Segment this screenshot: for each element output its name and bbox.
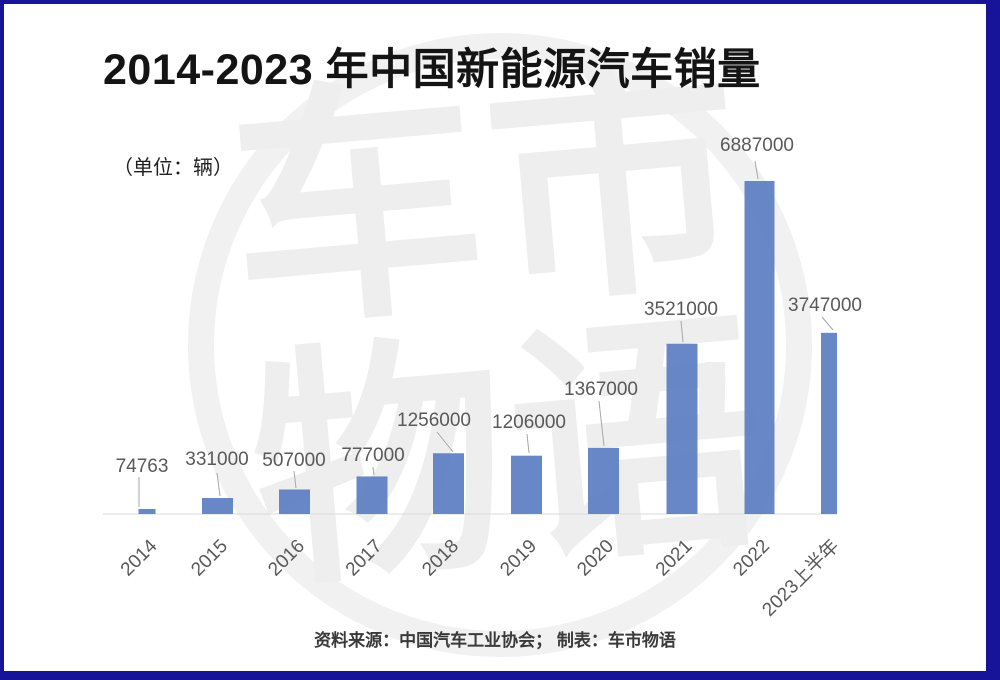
label-leader-line [436,431,454,453]
label-leader-line [293,470,297,489]
x-tick-label: 2022 [729,536,774,581]
bar-value-label: 1256000 [397,410,471,431]
bar-2022 [744,181,775,514]
label-leader-line [680,320,684,343]
x-tick-label: 2020 [573,536,618,581]
label-leader-line [216,472,221,497]
bar-value-label: 1367000 [564,379,638,400]
x-tick-label: 2018 [418,536,463,581]
bar-value-label: 507000 [262,450,325,471]
bar-2019 [511,455,542,514]
label-leader-line [754,160,759,180]
x-tick-label: 2016 [264,536,309,581]
chart-title: 2014-2023 年中国新能源汽车销量 [103,46,761,94]
bar-2017 [356,476,388,514]
bar-value-label: 6887000 [720,135,794,156]
x-tick-label: 2021 [652,536,697,581]
x-tick-label: 2015 [187,536,232,581]
unit-label: （单位：辆） [113,157,233,179]
bar-value-label: 74763 [116,456,169,477]
label-leader-line [372,466,375,476]
bar-2016 [279,489,310,514]
x-tick-label: 2017 [342,536,387,581]
bar-value-label: 1206000 [492,412,566,433]
x-tick-label: 2014 [117,535,162,580]
source-note: 资料来源：中国汽车工业协会； 制表：车市物语 [314,631,676,650]
label-leader-line [598,400,605,447]
label-leader-line [526,433,530,454]
bar-value-label: 777000 [341,445,404,466]
bar-2020 [588,447,619,514]
label-leader-line [821,316,834,331]
bar-2014 [138,509,156,514]
bar-value-label: 331000 [185,449,248,470]
bar-2018 [433,453,464,514]
x-tick-label: 2019 [496,536,541,581]
bar-2015 [202,497,233,514]
bar-2021 [666,343,698,514]
bar-chart: 74763 2014 331000 2015 507000 2016 777000 2017 1… [103,135,862,621]
chart-page: 车市 物语 2014-2023 年中国新能源汽车销量 （单位：辆） 74763 2… [4,4,986,671]
bar-2023上半年 [821,332,837,514]
bar-value-label: 3747000 [788,295,862,316]
bar-value-label: 3521000 [644,299,718,320]
